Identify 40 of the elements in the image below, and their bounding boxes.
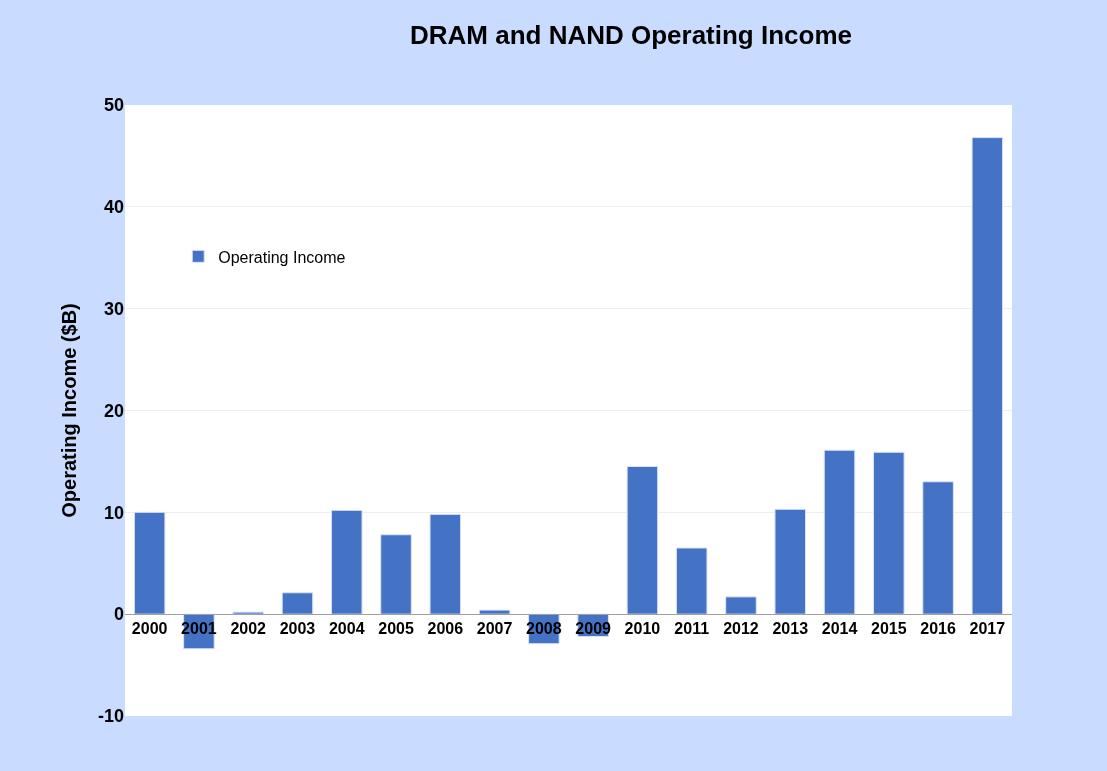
x-tick-label: 2013 [772, 620, 809, 638]
x-tick-label: 2003 [279, 620, 316, 638]
x-tick-label: 2005 [378, 620, 414, 638]
bar [281, 592, 314, 615]
bar [380, 534, 412, 615]
y-tick-label: 20 [103, 400, 124, 421]
x-tick-label: 2000 [131, 620, 168, 638]
bar [675, 547, 708, 615]
bar [774, 508, 807, 615]
bar [823, 449, 856, 615]
y-axis-title: Operating Income ($B) [58, 303, 81, 518]
legend-label: Operating Income [218, 248, 346, 266]
x-tick-label: 2002 [230, 620, 267, 638]
bar [626, 466, 659, 615]
y-tick-label: 50 [103, 95, 124, 116]
bar [922, 481, 954, 615]
bar [873, 451, 905, 615]
y-tick-label: -10 [97, 706, 124, 727]
x-tick-label: 2004 [328, 620, 365, 638]
x-tick-label: 2012 [723, 620, 759, 638]
bar [478, 609, 511, 615]
x-tick-label: 2007 [476, 620, 513, 638]
bar [429, 513, 462, 615]
bar [725, 596, 757, 615]
x-tick-label: 2017 [969, 620, 1006, 638]
chart-title: DRAM and NAND Operating Income [409, 19, 853, 50]
y-tick-label: 0 [113, 604, 124, 625]
bar [232, 611, 264, 615]
x-tick-label: 2015 [871, 620, 907, 638]
x-tick-label: 2006 [427, 620, 464, 638]
bar [971, 137, 1004, 615]
x-tick-label: 2016 [920, 620, 956, 638]
x-tick-label: 2010 [624, 620, 661, 638]
x-tick-label: 2014 [821, 620, 858, 638]
y-tick-label: 10 [103, 502, 124, 523]
y-tick-label: 40 [103, 197, 124, 218]
x-tick-label: 2011 [674, 620, 710, 638]
y-tick-label: 30 [103, 298, 124, 319]
bar [133, 511, 166, 615]
bar [330, 509, 363, 615]
